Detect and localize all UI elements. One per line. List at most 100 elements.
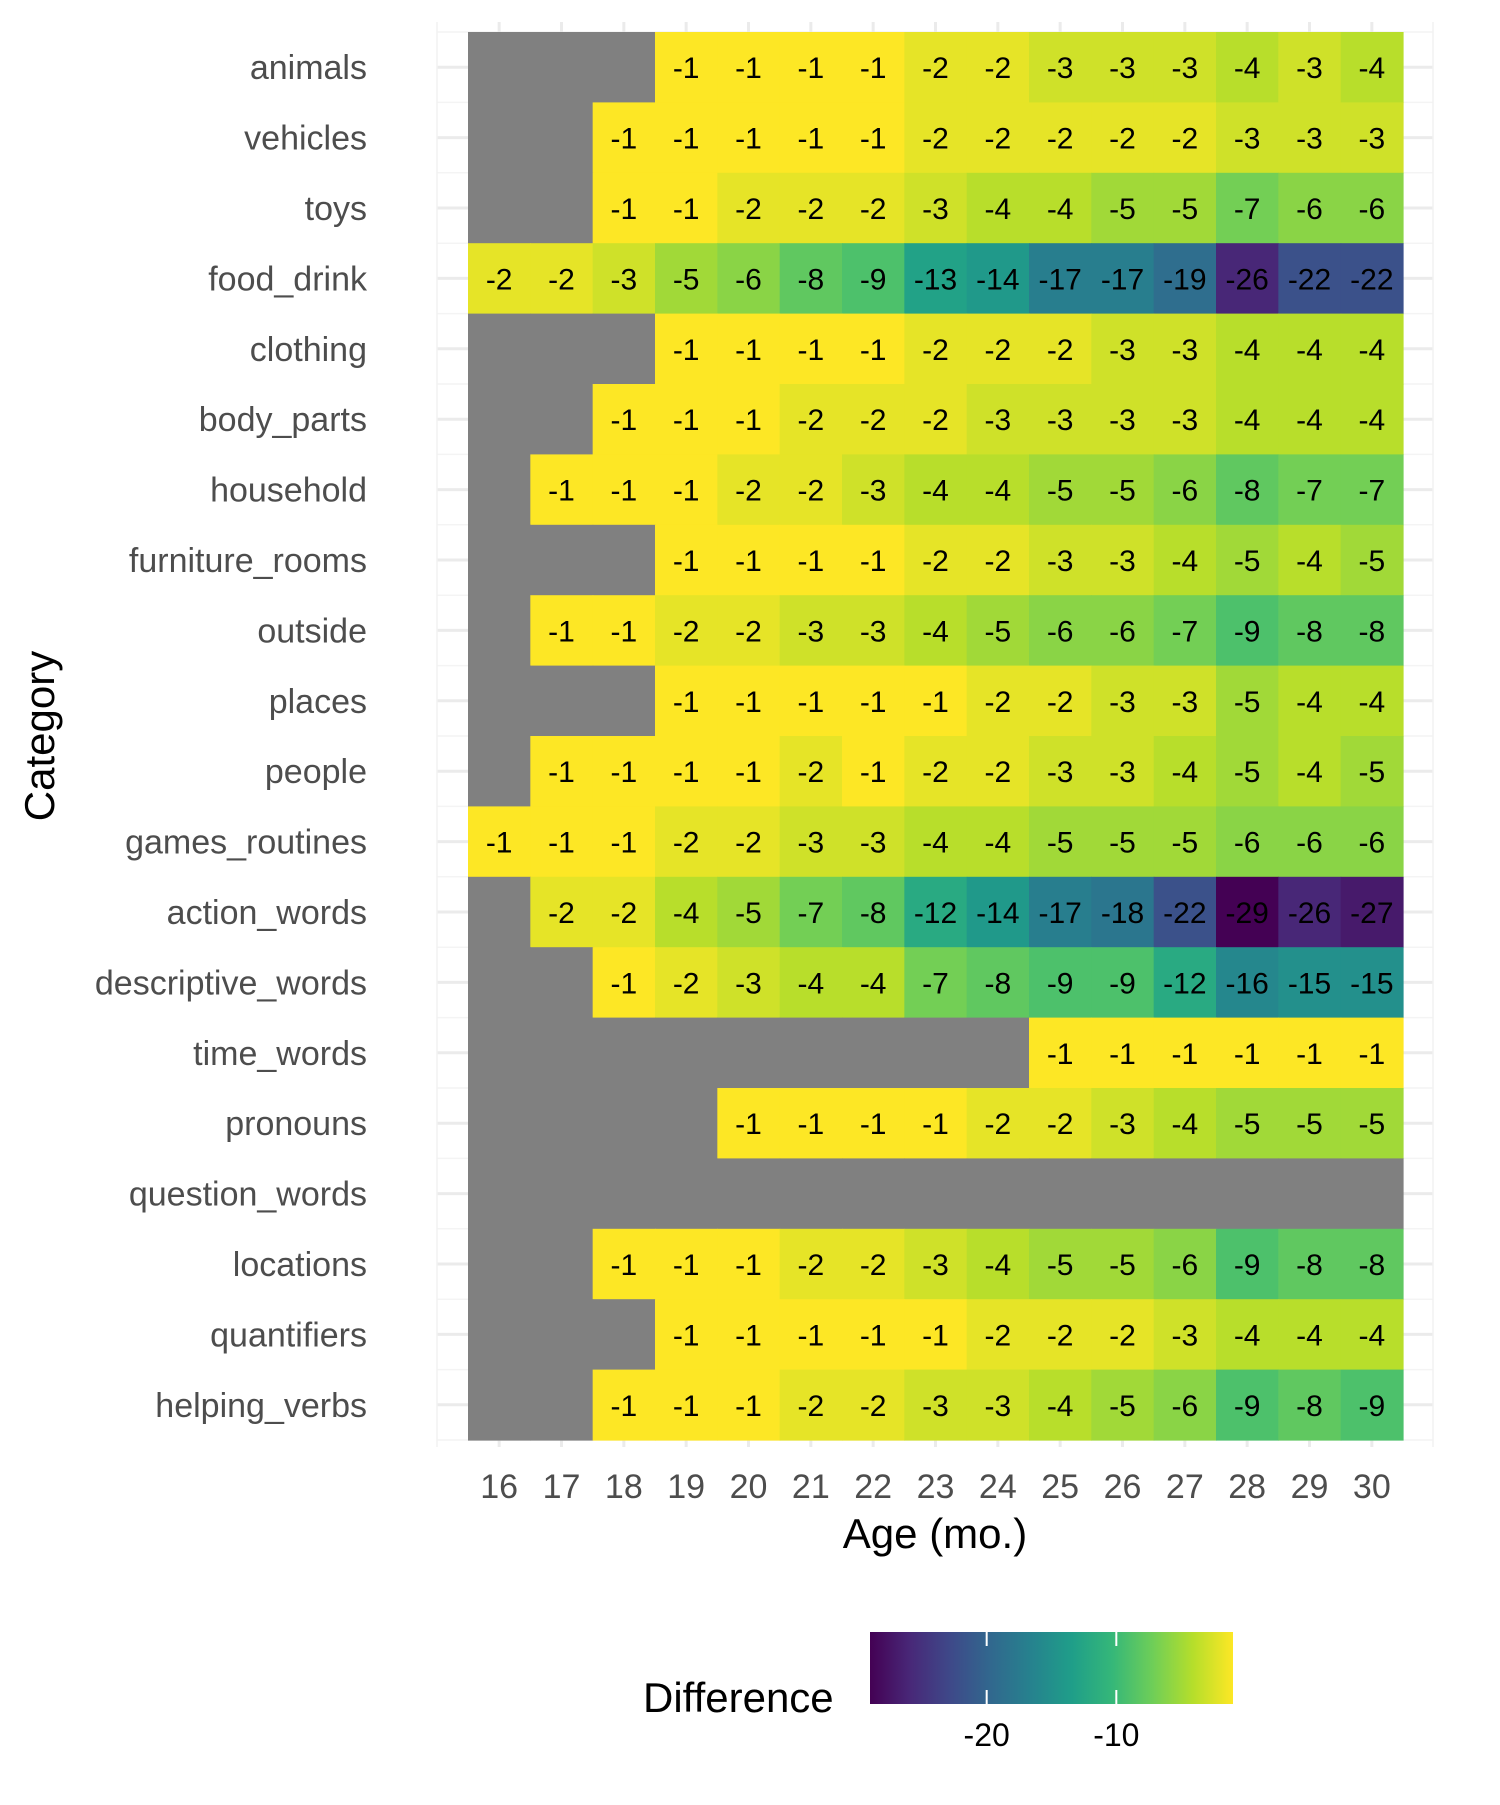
cell-value-label: -26 (1288, 897, 1331, 930)
heatmap-cell (1153, 243, 1217, 315)
heatmap-cell (592, 665, 656, 737)
cell-value-label: -1 (735, 334, 762, 367)
heatmap-cell (1029, 1369, 1092, 1441)
heatmap-cell (966, 595, 1030, 667)
cell-value-label: -12 (914, 897, 957, 930)
cell-value-label: -8 (1234, 475, 1261, 508)
heatmap-cell (842, 1088, 905, 1159)
cell-value-label: -6 (1171, 1249, 1198, 1282)
heatmap-cell (468, 1369, 531, 1441)
cell-value-label: -3 (1047, 545, 1074, 578)
cell-value-label: -3 (1109, 545, 1136, 578)
cell-value-label: -9 (1047, 967, 1074, 1000)
cell-value-label: -1 (860, 686, 887, 719)
cell-value-label: -1 (610, 615, 637, 648)
heatmap-cell (655, 313, 718, 385)
heatmap-cell (1278, 947, 1342, 1019)
heatmap-cell (1216, 736, 1279, 807)
cell-value-label: -3 (1296, 52, 1323, 85)
x-axis-title: Age (mo.) (843, 1510, 1027, 1557)
cell-value-label: -2 (860, 193, 887, 226)
y-tick-label: furniture_rooms (129, 542, 367, 580)
cell-value-label: -4 (1234, 52, 1261, 85)
heatmap-cell (1091, 102, 1155, 174)
cell-value-label: -3 (860, 615, 887, 648)
cell-value-label: -6 (1109, 615, 1136, 648)
heatmap-cell (717, 172, 781, 244)
heatmap-cell (779, 1017, 843, 1089)
heatmap-cell (1340, 313, 1404, 385)
cell-value-label: -2 (797, 1390, 824, 1423)
heatmap-cell (779, 454, 843, 526)
heatmap-cell (904, 32, 968, 103)
cell-value-label: -5 (1171, 193, 1198, 226)
cell-value-label: -3 (922, 1249, 949, 1282)
legend-ticks: -20 -10 (964, 1632, 1139, 1753)
x-tick-label: 22 (854, 1468, 892, 1506)
cell-value-label: -2 (984, 1319, 1011, 1352)
heatmap-cell (1278, 595, 1342, 667)
cell-value-label: -16 (1225, 967, 1268, 1000)
x-tick-label: 27 (1166, 1468, 1204, 1506)
heatmap-cell (655, 1017, 718, 1089)
heatmap-cell (530, 524, 594, 596)
cell-value-label: -4 (1296, 545, 1323, 578)
cell-value-label: -1 (797, 52, 824, 85)
heatmap-cell (842, 32, 905, 103)
cell-value-label: -1 (673, 756, 700, 789)
cell-value-label: -2 (922, 545, 949, 578)
heatmap-cell (1216, 454, 1279, 526)
x-tick-label: 17 (543, 1468, 581, 1506)
heatmap-cell (1091, 524, 1155, 596)
heatmap-cell (904, 1228, 968, 1300)
cell-value-label: -1 (735, 1108, 762, 1141)
heatmap-cell (904, 172, 968, 244)
cell-value-label: -1 (735, 1319, 762, 1352)
cell-value-label: -7 (1171, 615, 1198, 648)
heatmap-cell (655, 806, 718, 878)
heatmap-cell (1029, 524, 1092, 596)
cell-value-label: -4 (984, 1249, 1011, 1282)
cell-value-label: -1 (922, 686, 949, 719)
heatmap-cell (1091, 947, 1155, 1019)
heatmap-cell (655, 1088, 718, 1159)
heatmap-cell (592, 1158, 656, 1230)
heatmap-cell (1340, 1299, 1404, 1371)
heatmap-cell (966, 1158, 1030, 1230)
cell-value-label: -1 (797, 334, 824, 367)
heatmap-cell (1029, 384, 1092, 455)
cell-value-label: -3 (1109, 52, 1136, 85)
heatmap-cell (1153, 595, 1217, 667)
cell-value-label: -3 (797, 827, 824, 860)
y-tick-label: body_parts (199, 401, 367, 439)
heatmap-cell (842, 313, 905, 385)
heatmap-cell (468, 1299, 531, 1371)
heatmap-cell (655, 1299, 718, 1371)
heatmap-cell (1216, 313, 1279, 385)
heatmap-cell (1340, 32, 1404, 103)
cell-value-label: -1 (673, 1390, 700, 1423)
heatmap-cell (842, 876, 905, 948)
heatmap-cell (779, 1369, 843, 1441)
heatmap-cell (1340, 1017, 1404, 1089)
cell-value-label: -2 (984, 686, 1011, 719)
cell-value-label: -1 (860, 1108, 887, 1141)
cell-value-label: -4 (1358, 334, 1385, 367)
heatmap-cell (655, 172, 718, 244)
cell-value-label: -8 (797, 263, 824, 296)
cell-value-label: -3 (1109, 334, 1136, 367)
heatmap-cell (468, 736, 531, 807)
cell-value-label: -2 (860, 404, 887, 437)
heatmap-cell (1278, 32, 1342, 103)
heatmap-cell (655, 736, 718, 807)
heatmap-cell (1091, 1369, 1155, 1441)
cell-value-label: -4 (922, 475, 949, 508)
heatmap-cell (468, 313, 531, 385)
cell-value-label: -3 (1171, 686, 1198, 719)
cell-value-label: -2 (922, 404, 949, 437)
heatmap-cell (530, 1299, 594, 1371)
cell-value-label: -5 (1296, 1108, 1323, 1141)
cell-value-label: -8 (1358, 615, 1385, 648)
heatmap-cell (592, 1369, 656, 1441)
cell-value-label: -4 (1358, 1319, 1385, 1352)
